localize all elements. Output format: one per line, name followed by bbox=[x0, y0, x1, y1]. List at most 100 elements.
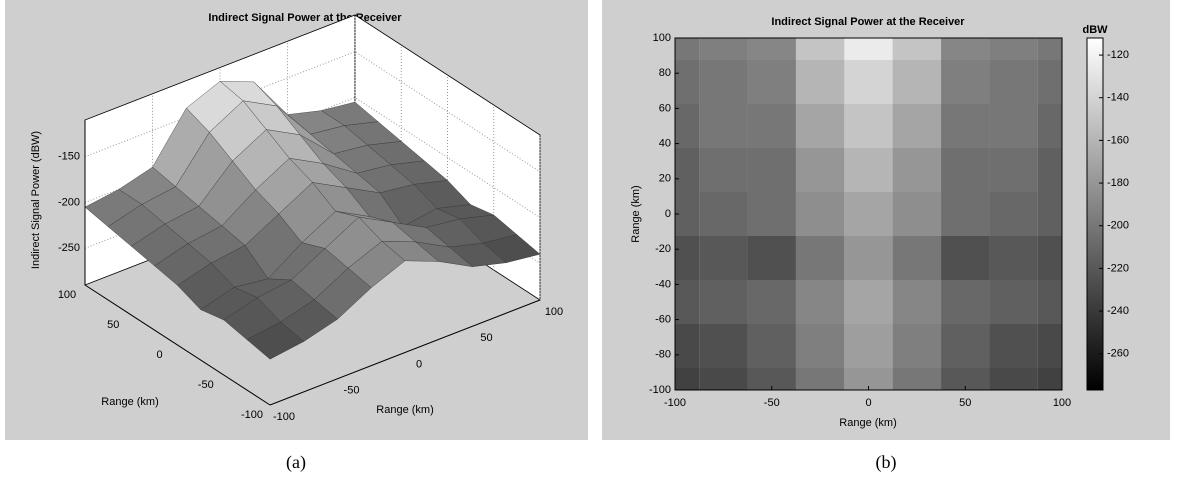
heatmap-cell bbox=[747, 60, 796, 104]
heatmap-cell bbox=[892, 192, 942, 236]
heatmap-cell bbox=[747, 236, 796, 280]
heatmap-cell bbox=[941, 236, 990, 280]
x-tick-label: -50 bbox=[764, 397, 780, 409]
y-axis-label: Range (km) bbox=[630, 185, 642, 242]
heatmap-cell bbox=[892, 38, 942, 60]
heatmap-cell bbox=[892, 368, 942, 390]
heatmap-cell bbox=[989, 148, 1038, 192]
heatmap-cell bbox=[699, 236, 748, 280]
heatmap-cell bbox=[747, 38, 796, 60]
heatmap-cell bbox=[941, 192, 990, 236]
heatmap-cell bbox=[699, 324, 748, 368]
heatmap-cell bbox=[941, 324, 990, 368]
heatmap-cell bbox=[844, 324, 893, 368]
heatmap-cell bbox=[795, 368, 845, 390]
y-tick-label: 20 bbox=[659, 173, 671, 185]
heatmap-cell bbox=[747, 368, 796, 390]
heatmap-cell bbox=[675, 38, 700, 60]
z-axis-label: Indirect Signal Power (dBW) bbox=[30, 131, 42, 269]
heatmap-cell bbox=[795, 280, 845, 324]
heatmap-cell bbox=[1037, 148, 1062, 192]
heatmap-cell bbox=[699, 104, 748, 148]
heatmap-cell bbox=[844, 148, 893, 192]
heatmap-cell bbox=[989, 104, 1038, 148]
heatmap-cell bbox=[1037, 38, 1062, 60]
colorbar bbox=[1086, 37, 1104, 391]
y-tick-label: 60 bbox=[659, 102, 671, 114]
y-tick-label: -100 bbox=[241, 409, 263, 421]
heatmap-cell bbox=[675, 324, 700, 368]
heatmap-cell bbox=[675, 60, 700, 104]
heatmap-cell bbox=[989, 192, 1038, 236]
heatmap-cell bbox=[675, 148, 700, 192]
chart-title: Indirect Signal Power at the Receiver bbox=[208, 12, 402, 24]
colorbar-label: dBW bbox=[1082, 24, 1108, 36]
x-tick-label: -50 bbox=[344, 385, 360, 397]
heatmap-cell bbox=[1037, 280, 1062, 324]
y-tick-label: 0 bbox=[665, 208, 671, 220]
heatmap-cell bbox=[989, 324, 1038, 368]
y-tick-label: 40 bbox=[659, 138, 671, 150]
heatmap-cell bbox=[892, 324, 942, 368]
heatmap-cell bbox=[844, 104, 893, 148]
colorbar-tick-label: -240 bbox=[1107, 305, 1129, 317]
heatmap-cell bbox=[699, 60, 748, 104]
colorbar-tick-label: -120 bbox=[1107, 49, 1129, 61]
heatmap-cell bbox=[941, 280, 990, 324]
heatmap-cell bbox=[699, 148, 748, 192]
heatmap-cell bbox=[844, 280, 893, 324]
heatmap-cell bbox=[747, 324, 796, 368]
heatmap-cell bbox=[941, 104, 990, 148]
y-tick-label: -100 bbox=[649, 384, 671, 396]
heatmap-cell bbox=[892, 148, 942, 192]
y-tick-label: 100 bbox=[653, 32, 671, 44]
heatmap-cell bbox=[675, 368, 700, 390]
x-axis-label: Range (km) bbox=[839, 417, 896, 429]
x-tick-label: -100 bbox=[273, 411, 295, 423]
colorbar-tick-label: -200 bbox=[1107, 220, 1129, 232]
surface-cell bbox=[246, 321, 305, 360]
heatmap-cell bbox=[941, 368, 990, 390]
heatmap-cell bbox=[795, 104, 845, 148]
x-axis-label: Range (km) bbox=[376, 404, 433, 416]
heatmap-cell bbox=[844, 236, 893, 280]
y-tick-label: 80 bbox=[659, 67, 671, 79]
heatmap-cell bbox=[675, 104, 700, 148]
heatmap-cell bbox=[747, 104, 796, 148]
heatmap-cell bbox=[844, 368, 893, 390]
y-tick-label: -40 bbox=[655, 278, 671, 290]
y-axis-label: Range (km) bbox=[101, 396, 158, 408]
heatmap-cell bbox=[941, 148, 990, 192]
heatmap-cell bbox=[747, 192, 796, 236]
heatmap-cell bbox=[795, 60, 845, 104]
y-tick-label: -50 bbox=[198, 379, 214, 391]
heatmap-cell bbox=[989, 60, 1038, 104]
colorbar-tick-label: -180 bbox=[1107, 177, 1129, 189]
x-tick-label: 0 bbox=[416, 358, 422, 370]
heatmap-cell bbox=[941, 38, 990, 60]
heatmap-cell bbox=[675, 192, 700, 236]
heatmap-cell bbox=[747, 280, 796, 324]
colorbar-tick-label: -260 bbox=[1107, 348, 1129, 360]
colorbar-tick-label: -220 bbox=[1107, 262, 1129, 274]
caption: (a) bbox=[286, 452, 306, 473]
y-tick-label: 50 bbox=[107, 319, 119, 331]
x-tick-label: 0 bbox=[865, 397, 871, 409]
y-tick-label: 100 bbox=[58, 289, 76, 301]
axis-line bbox=[84, 284, 271, 406]
heatmap-cell bbox=[1037, 368, 1062, 390]
y-tick-label: -20 bbox=[655, 243, 671, 255]
heatmap-cell bbox=[892, 60, 942, 104]
z-tick-label: -150 bbox=[58, 151, 80, 163]
axis-line bbox=[269, 299, 541, 406]
heatmap-cell bbox=[795, 324, 845, 368]
grid-line bbox=[84, 51, 541, 173]
heatmap-cell bbox=[892, 280, 942, 324]
heatmap-cell bbox=[844, 60, 893, 104]
heatmap-cell bbox=[989, 280, 1038, 324]
heatmap-cell bbox=[989, 38, 1038, 60]
heatmap-cell bbox=[795, 148, 845, 192]
heatmap-cells bbox=[675, 38, 1062, 390]
heatmap-cell bbox=[941, 60, 990, 104]
z-tick-label: -200 bbox=[58, 196, 80, 208]
